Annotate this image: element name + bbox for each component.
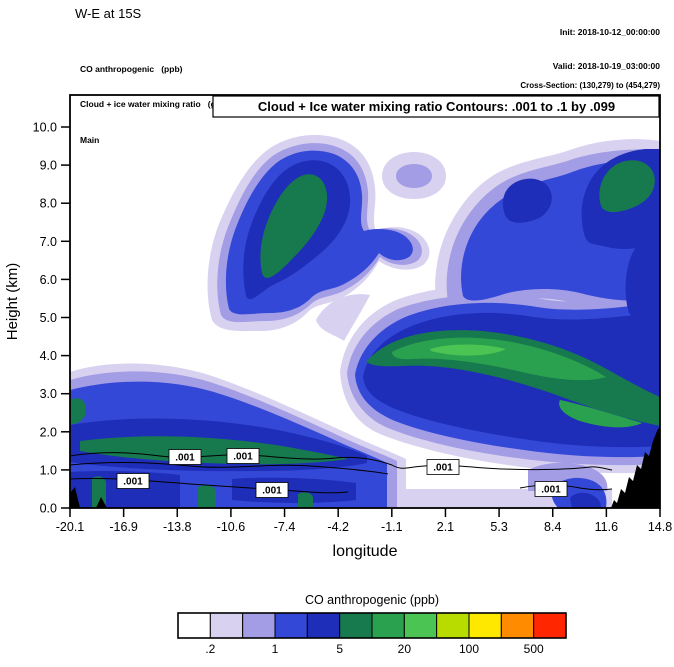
field-co-label: CO anthropogenic (ppb) [80, 63, 183, 74]
y-tick-label: 10.0 [33, 121, 57, 135]
fill-region-sgreen [260, 174, 328, 278]
colorbar-label: .2 [205, 642, 215, 656]
colorbar-cell [533, 612, 567, 639]
init-time: Init: 2018-10-12_00:00:00 [559, 26, 660, 37]
colorbar-label: 100 [459, 642, 479, 656]
colorbar-cell [371, 612, 405, 639]
page-title: W-E at 15S [75, 6, 142, 21]
colorbar-cell [339, 612, 373, 639]
colorbar-label: 1 [272, 642, 279, 656]
x-axis-title: longitude [333, 543, 398, 560]
x-tick-label: 2.1 [437, 520, 454, 534]
cross-section-coords: Cross-Section: (130,279) to (454,279) [520, 81, 660, 90]
y-tick-label: 6.0 [40, 273, 57, 287]
svg-text:.001: .001 [233, 452, 253, 463]
colorbar: .2 1 5 20 100 500 [177, 612, 567, 656]
fill-region-sgreen [599, 160, 655, 213]
contour-annotation-text: Cloud + Ice water mixing ratio Contours:… [258, 99, 615, 114]
x-tick-label: -10.6 [217, 520, 246, 534]
init-valid-block: Init: 2018-10-12_00:00:00 Valid: 2018-10… [553, 4, 660, 96]
x-tick-label: -1.1 [381, 520, 403, 534]
svg-text:.001: .001 [541, 485, 561, 496]
fill-region-dblue [570, 492, 601, 508]
colorbar-cell [242, 612, 276, 639]
x-tick-label: -7.4 [274, 520, 296, 534]
colorbar-label: 500 [524, 642, 544, 656]
fill-region-dblue [625, 235, 660, 319]
contour-fill-regions [70, 135, 660, 508]
colorbar-label: 20 [398, 642, 412, 656]
fill-region-sgreen [298, 492, 313, 508]
colorbar-label: 5 [336, 642, 343, 656]
valid-time: Valid: 2018-10-19_03:00:00 [552, 61, 660, 72]
x-tick-label: -13.8 [163, 520, 192, 534]
colorbar-cell [306, 612, 341, 639]
y-tick-label: 5.0 [40, 311, 57, 325]
y-tick-label: 3.0 [40, 387, 57, 401]
colorbar-cell [468, 612, 502, 639]
fill-region-peri [396, 164, 432, 188]
colorbar-cell [436, 612, 470, 639]
x-tick-label: -4.2 [327, 520, 349, 534]
svg-text:.001: .001 [433, 463, 453, 474]
field-main-label: Main [80, 135, 100, 146]
x-tick-label: -16.9 [109, 520, 138, 534]
terrain [70, 487, 80, 508]
y-axis-title: Height (km) [4, 263, 21, 341]
colorbar-cell [209, 612, 244, 639]
x-tick-label: -20.1 [56, 520, 85, 534]
y-tick-label: 9.0 [40, 159, 57, 173]
axis-tick-labels: 0.0 1.0 2.0 3.0 4.0 5.0 6.0 7.0 8.0 9.0 10.0 -20.1 -… [33, 121, 673, 535]
cloud-contour-labels: .001 .001 .001 .001 .001 .001 [116, 448, 568, 498]
colorbar-cell [500, 612, 535, 639]
y-tick-label: 7.0 [40, 235, 57, 249]
svg-text:.001: .001 [175, 453, 195, 464]
fill-region-lgreen [430, 344, 506, 356]
fill-region-dblue [502, 178, 552, 223]
fill-region-sgreen [70, 398, 87, 425]
svg-text:.001: .001 [123, 477, 143, 488]
colorbar-cell [177, 612, 211, 639]
colorbar-cell [403, 612, 438, 639]
x-tick-label: 11.6 [595, 520, 618, 534]
x-tick-label: 14.8 [648, 520, 672, 534]
y-tick-label: 0.0 [40, 502, 57, 516]
y-tick-label: 8.0 [40, 197, 57, 211]
svg-text:.001: .001 [262, 486, 282, 497]
y-tick-label: 1.0 [40, 463, 57, 477]
y-tick-label: 4.0 [40, 349, 57, 363]
y-tick-label: 2.0 [40, 425, 57, 439]
terrain [611, 426, 660, 508]
terrain [96, 497, 107, 508]
fill-region-dblue [232, 477, 356, 503]
colorbar-cell [274, 612, 308, 639]
axis-ticks [61, 126, 661, 517]
colorbar-title: CO anthropogenic (ppb) [305, 593, 439, 607]
x-tick-label: 5.3 [490, 520, 507, 534]
fill-region-green [559, 400, 642, 428]
x-tick-label: 8.4 [544, 520, 561, 534]
fill-region-lav [316, 294, 370, 341]
contour-annotation-box [212, 95, 660, 118]
fill-region-sgreen [198, 485, 216, 508]
plot-frame [69, 94, 661, 509]
